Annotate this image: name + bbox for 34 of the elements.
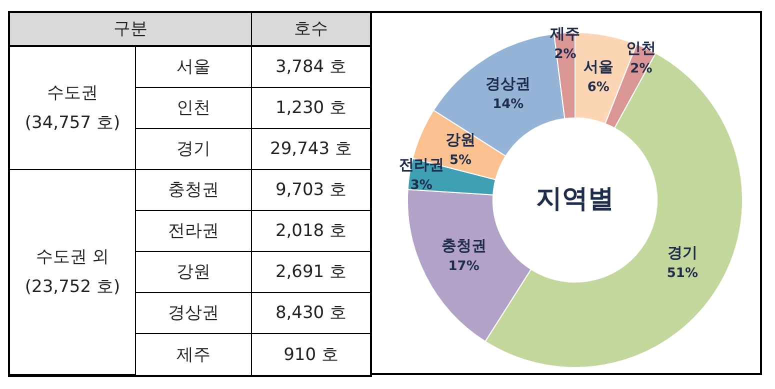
data-label: 51% [666, 266, 698, 281]
text: 수도권 (34,757 호) [10, 47, 136, 170]
text: 8,430 호 [252, 293, 370, 334]
text: 9,703 호 [252, 170, 370, 211]
data-label: 14% [492, 97, 524, 112]
text: 호수 [252, 13, 370, 47]
text: 경기 [136, 129, 252, 170]
text: 수도권 외 (23,752 호) [10, 170, 136, 375]
data-label: 3% [410, 178, 432, 194]
text: 강원 [136, 252, 252, 293]
slice-label: 경기 [667, 243, 698, 262]
text: 2,018 호 [252, 211, 370, 252]
text: 서울 [136, 47, 252, 88]
slice-label: 강원 [445, 130, 476, 148]
slice-label: 제주 [549, 24, 580, 43]
text: 1,230 호 [252, 88, 370, 129]
text: 29,743 호 [252, 129, 370, 170]
slice-label: 경상권 [486, 74, 531, 93]
slice-label: 인천 [626, 39, 656, 58]
data-label: 5% [449, 152, 472, 168]
text: 2,691 호 [252, 252, 370, 293]
text: 지역별 [536, 184, 614, 214]
data-label: 6% [587, 80, 610, 95]
text: 충청권 [136, 170, 252, 211]
slice-label: 서울 [583, 57, 614, 76]
text: 3,784 호 [252, 47, 370, 88]
text: 제주 [136, 334, 252, 375]
slice-label: 충청권 [441, 236, 486, 255]
text: 인천 [136, 88, 252, 129]
text: 전라권 [136, 211, 252, 252]
data-label: 17% [448, 259, 480, 274]
text: 910 호 [282, 344, 340, 366]
text: 경상권 [136, 293, 252, 334]
text: 구분 [10, 13, 252, 47]
